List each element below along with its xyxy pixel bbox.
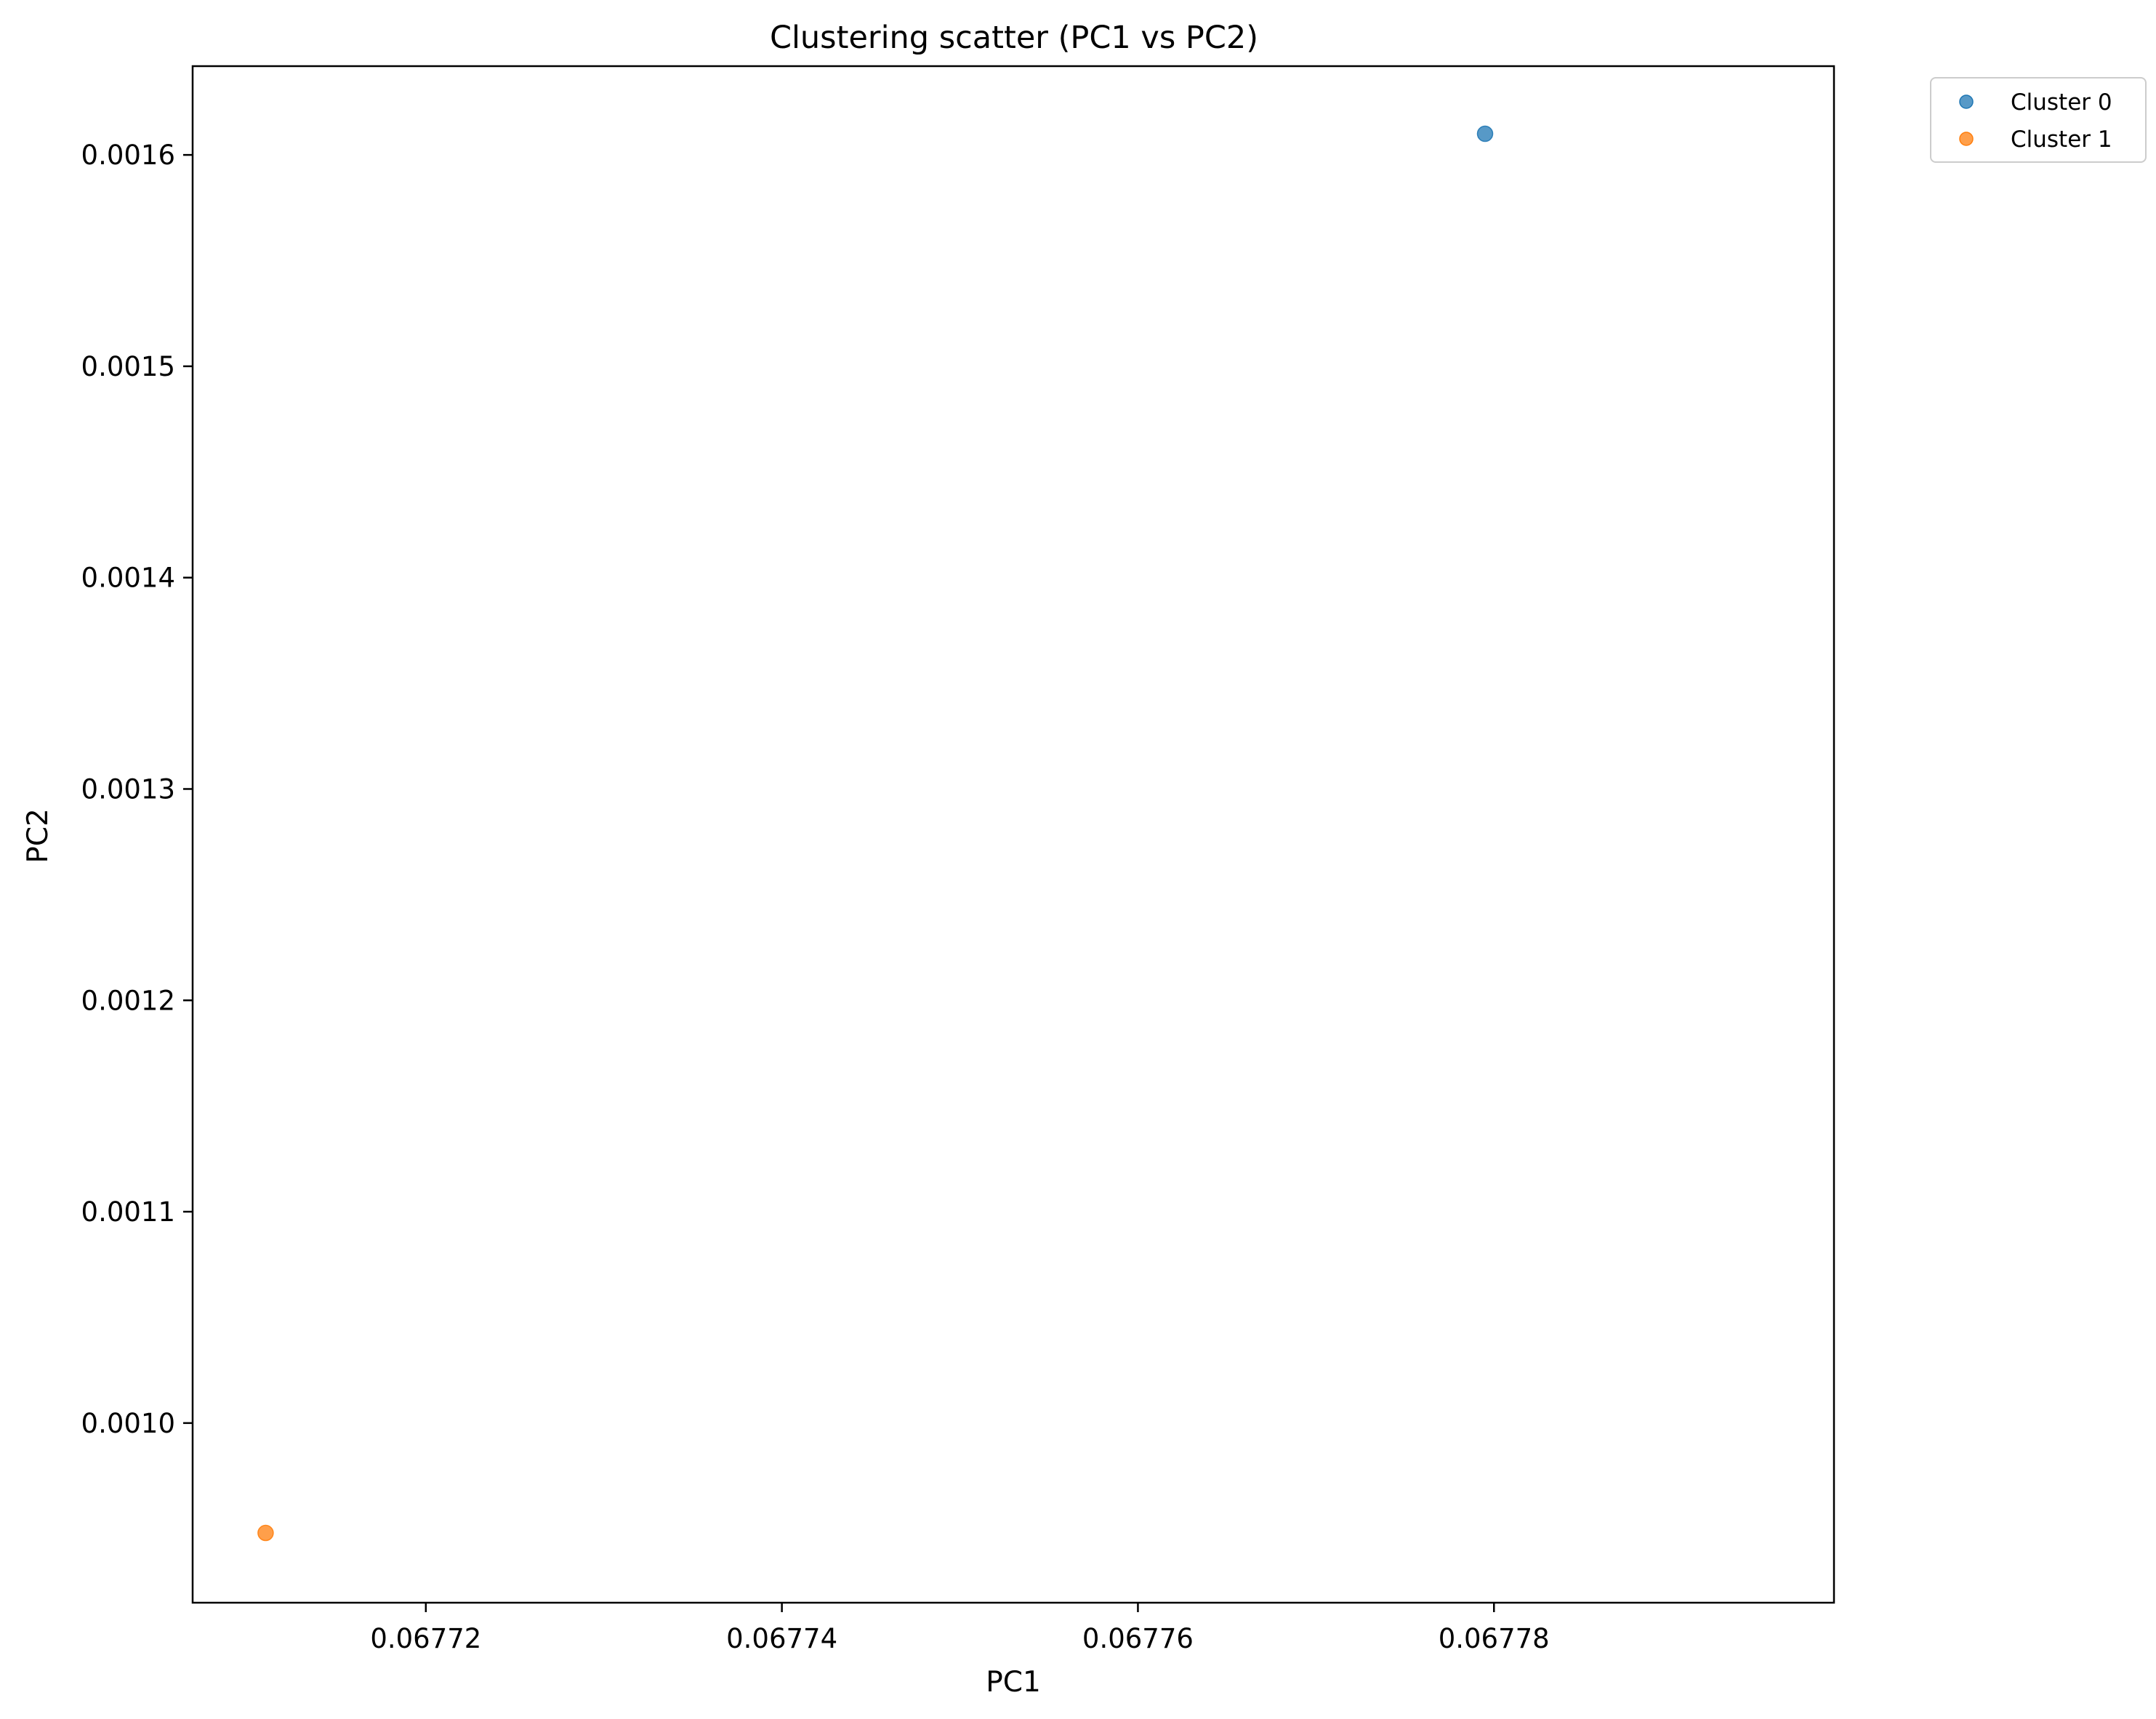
x-tick-label: 0.06776 bbox=[1082, 1623, 1194, 1654]
data-point-cluster-1 bbox=[257, 1524, 274, 1542]
x-axis: 0.06772 0.06774 0.06776 0.06778 bbox=[370, 1603, 1550, 1654]
legend: Cluster 0 Cluster 1 bbox=[1930, 77, 2147, 163]
x-tick-label: 0.06772 bbox=[370, 1623, 481, 1654]
data-point-cluster-0 bbox=[1476, 125, 1494, 142]
plot-frame bbox=[191, 65, 1835, 1604]
legend-label: Cluster 0 bbox=[2011, 89, 2112, 116]
x-tick-label: 0.06778 bbox=[1439, 1623, 1550, 1654]
legend-frame bbox=[1930, 77, 2147, 163]
y-tick-label: 0.0016 bbox=[81, 140, 175, 171]
y-axis: 0.0010 0.0011 0.0012 0.0013 0.0014 0.0015 0.00… bbox=[81, 140, 193, 1439]
y-tick-label: 0.0010 bbox=[81, 1408, 175, 1439]
y-tick-label: 0.0012 bbox=[81, 985, 175, 1016]
legend-marker bbox=[1959, 94, 1974, 109]
x-axis-label: PC1 bbox=[986, 1666, 1041, 1699]
y-axis-label: PC2 bbox=[22, 808, 55, 863]
legend-marker bbox=[1959, 132, 1974, 146]
y-tick-label: 0.0014 bbox=[81, 563, 175, 594]
chart-title: Clustering scatter (PC1 vs PC2) bbox=[770, 20, 1258, 56]
y-tick-label: 0.0015 bbox=[81, 351, 175, 382]
legend-label: Cluster 1 bbox=[2011, 126, 2112, 153]
x-tick-label: 0.06774 bbox=[726, 1623, 837, 1654]
y-tick-label: 0.0013 bbox=[81, 773, 175, 805]
plot-area bbox=[257, 125, 1494, 1542]
y-tick-label: 0.0011 bbox=[81, 1196, 175, 1228]
